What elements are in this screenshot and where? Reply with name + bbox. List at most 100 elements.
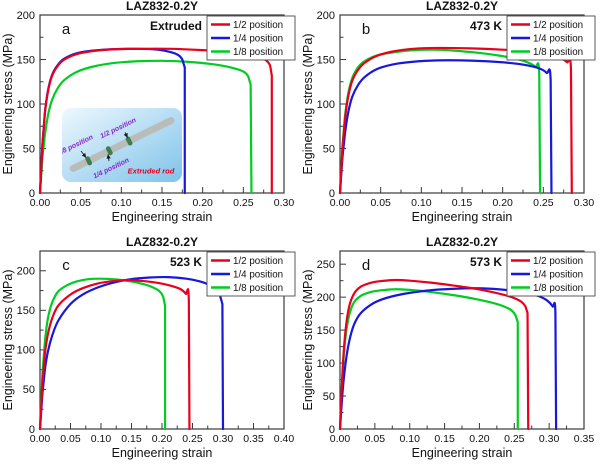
arrow-to-quarter-band: [106, 154, 111, 162]
legend-entry-label: 1/2 position: [233, 256, 283, 267]
x-tick-label: 0.30: [574, 197, 595, 209]
condition-label: Extruded: [150, 19, 202, 33]
band-eighth-position: [85, 156, 93, 166]
panel-title: LAZ832-0.2Y: [426, 0, 498, 13]
x-tick-label: 0.00: [330, 433, 351, 445]
legend: 1/2 position 1/4 position 1/8 position: [206, 251, 296, 297]
tick-labels: 0.00 0.05 0.10 0.15 0.20 0.25 0.30 0 50 100 150 200: [17, 10, 295, 209]
x-tick-label: 0.25: [504, 433, 525, 445]
y-tick-label: 100: [317, 358, 335, 370]
panel-a: LAZ832-0.2Y 0.00 0.05 0.10 0.15 0.20 0.25 0.30 0…: [0, 0, 300, 236]
y-tick-label: 200: [317, 10, 335, 22]
x-tick-label: 0.15: [434, 433, 455, 445]
curve-1-8-position: [338, 48, 542, 195]
panel-title: LAZ832-0.2Y: [426, 236, 498, 249]
y-tick-label: 0: [329, 424, 335, 436]
legend: 1/2 position 1/4 position 1/8 position: [206, 15, 296, 61]
y-tick-label: 100: [17, 345, 35, 357]
x-tick-label: 0.10: [411, 197, 432, 209]
y-tick-label: 150: [317, 54, 335, 66]
legend-entry-label: 1/8 position: [233, 283, 283, 294]
curve-1-8-position: [38, 59, 253, 195]
y-tick-label: 200: [317, 292, 335, 304]
x-axis-label: Engineering strain: [112, 446, 213, 460]
x-tick-label: 0.15: [121, 433, 142, 445]
panel-letter: a: [62, 21, 71, 38]
specimen-inset: 1/8 position 1/4 position 1/2 position E…: [62, 108, 182, 182]
legend-entry-label: 1/4 position: [533, 34, 583, 45]
y-tick-label: 150: [17, 54, 35, 66]
x-axis-label: Engineering strain: [112, 210, 213, 224]
curves: [338, 278, 558, 431]
legend-entry-label: 1/8 position: [233, 47, 283, 58]
panel-c: LAZ832-0.2Y 0.00 0.05 0.10 0.15 0.20 0.25 0.30 0…: [0, 236, 300, 472]
curve-1-2-position: [338, 278, 530, 431]
legend: 1/2 position 1/4 position 1/8 position: [506, 15, 596, 61]
x-tick-label: 0.00: [30, 433, 51, 445]
x-tick-label: 0.00: [330, 197, 351, 209]
condition-label: 523 K: [170, 255, 202, 269]
y-tick-label: 50: [23, 143, 35, 155]
legend-entry-label: 1/4 position: [533, 270, 583, 281]
y-tick-label: 200: [17, 266, 35, 278]
curves: [338, 46, 573, 195]
y-tick-label: 150: [17, 305, 35, 317]
legend-entry-label: 1/8 position: [533, 283, 583, 294]
x-tick-label: 0.10: [91, 433, 112, 445]
y-axis-label: Engineering stress (MPa): [1, 269, 15, 410]
x-tick-label: 0.10: [399, 433, 420, 445]
tick-labels: 0.00 0.05 0.10 0.15 0.20 0.25 0.30 0.35 0.40 0 50 1…: [17, 266, 295, 445]
curve-1-2-position: [38, 279, 191, 431]
panel-letter: c: [62, 257, 70, 274]
x-tick-label: 0.25: [533, 197, 554, 209]
x-tick-label: 0.20: [152, 433, 173, 445]
y-tick-label: 0: [29, 424, 35, 436]
x-axis-label: Engineering strain: [412, 210, 513, 224]
x-tick-label: 0.05: [365, 433, 386, 445]
tick-labels: 0.00 0.05 0.10 0.15 0.20 0.25 0.30 0 50 100 150 200: [317, 10, 595, 209]
panel-title: LAZ832-0.2Y: [126, 0, 198, 13]
x-tick-label: 0.05: [70, 197, 91, 209]
x-axis-label: Engineering strain: [412, 446, 513, 460]
x-tick-label: 0.20: [192, 197, 213, 209]
panel-letter: b: [362, 21, 370, 38]
legend-entry-label: 1/4 position: [233, 34, 283, 45]
curve-1-8-position: [338, 288, 519, 431]
condition-label: 473 K: [470, 19, 502, 33]
legend-entry-label: 1/2 position: [533, 256, 583, 267]
x-tick-label: 0.20: [469, 433, 490, 445]
y-tick-label: 250: [317, 259, 335, 271]
curve-1-4-position: [338, 59, 553, 195]
arrow-to-eighth-band: [80, 150, 87, 158]
x-tick-label: 0.15: [452, 197, 473, 209]
curve-1-8-position: [38, 277, 167, 431]
x-tick-label: 0.35: [574, 433, 595, 445]
x-tick-label: 0.35: [243, 433, 264, 445]
x-tick-label: 0.20: [492, 197, 513, 209]
y-tick-label: 150: [317, 325, 335, 337]
x-tick-label: 0.05: [60, 433, 81, 445]
band-half-position: [125, 136, 133, 146]
panel-title: LAZ832-0.2Y: [126, 236, 198, 249]
y-axis-label: Engineering stress (MPa): [1, 33, 15, 174]
x-tick-label: 0.30: [539, 433, 560, 445]
chart-panel-a: LAZ832-0.2Y0.00 0.05 0.10 0.15 0.20 0.25 0.300…: [1, 0, 296, 224]
legend: 1/2 position 1/4 position 1/8 position: [506, 251, 596, 297]
x-tick-label: 0.15: [152, 197, 173, 209]
panel-d: LAZ832-0.2Y 0.00 0.05 0.10 0.15 0.20 0.25 0.30 0…: [300, 236, 600, 472]
rod-body: [69, 117, 175, 172]
y-tick-label: 0: [29, 188, 35, 200]
chart-panel-c: LAZ832-0.2Y0.00 0.05 0.10 0.15 0.20 0.25 0.30 0…: [1, 236, 296, 460]
condition-label: 573 K: [470, 255, 502, 269]
chart-panel-b: LAZ832-0.2Y0.00 0.05 0.10 0.15 0.20 0.25 0.300…: [301, 0, 596, 224]
x-tick-label: 0.30: [274, 197, 295, 209]
curves: [38, 275, 225, 431]
legend-entry-label: 1/2 position: [533, 20, 583, 31]
y-tick-label: 50: [23, 384, 35, 396]
x-tick-label: 0.40: [274, 433, 295, 445]
curve-1-4-position: [38, 275, 225, 431]
legend-entry-label: 1/4 position: [233, 270, 283, 281]
x-tick-label: 0.25: [182, 433, 203, 445]
panel-b: LAZ832-0.2Y 0.00 0.05 0.10 0.15 0.20 0.25 0.30 0…: [300, 0, 600, 236]
